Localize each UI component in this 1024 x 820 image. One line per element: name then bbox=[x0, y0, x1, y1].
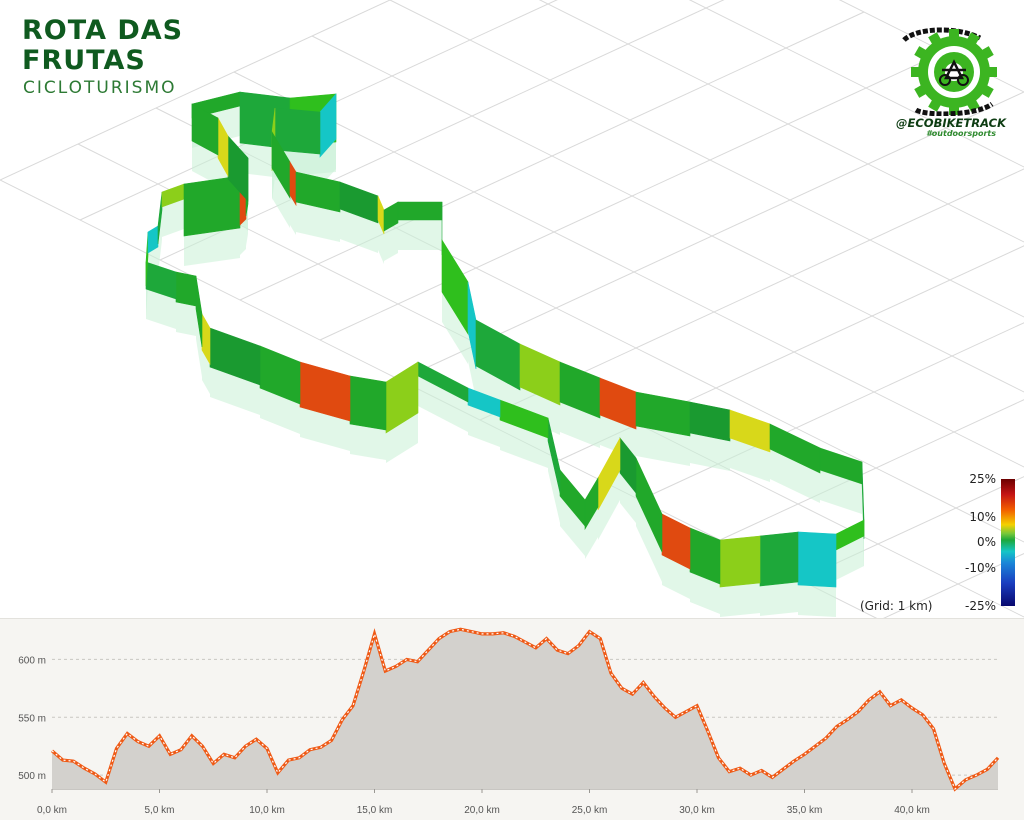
route-segment bbox=[209, 327, 261, 386]
route-segment bbox=[635, 457, 663, 553]
route-segment bbox=[519, 343, 561, 406]
route-segment bbox=[183, 175, 241, 237]
ecobiketrack-logo[interactable]: @ECOBIKETRACK #outdoorsports bbox=[896, 24, 1006, 144]
x-tick-label: 0,0 km bbox=[37, 805, 67, 816]
route-segment bbox=[729, 409, 771, 453]
x-axis-ticks: 0,0 km 5,0 km 10,0 km 15,0 km 20,0 km 25,0 km… bbox=[37, 789, 930, 816]
elevation-area bbox=[52, 629, 998, 789]
legend-label-max: 25% bbox=[969, 472, 996, 486]
route-segment bbox=[299, 361, 351, 422]
route-3d-map: ROTA DAS FRUTAS CICLOTURISMO @ECOBIKETRA… bbox=[0, 0, 1024, 618]
route-segment bbox=[259, 345, 301, 405]
route-3d-visualization[interactable] bbox=[0, 0, 1024, 618]
route-segment bbox=[274, 107, 321, 155]
elevation-profile-chart[interactable]: 500 m 550 m 600 m 0,0 km 5,0 km 10,0 km 15,0 … bbox=[0, 619, 1024, 820]
route-segment bbox=[217, 116, 229, 178]
gear-tooth bbox=[987, 67, 997, 77]
x-tick-label: 10,0 km bbox=[249, 805, 285, 816]
route-segment bbox=[559, 469, 586, 527]
y-tick-label: 500 m bbox=[18, 771, 46, 782]
route-segment bbox=[619, 437, 637, 494]
gear-tooth bbox=[966, 98, 980, 112]
route-segment bbox=[689, 401, 731, 442]
route-segment bbox=[227, 135, 249, 202]
y-tick-label: 550 m bbox=[18, 713, 46, 724]
route-segment bbox=[175, 271, 197, 307]
route-segment bbox=[689, 527, 721, 585]
x-tick-label: 15,0 km bbox=[357, 805, 393, 816]
logo-handle: @ECOBIKETRACK bbox=[896, 116, 1006, 130]
gear-tooth bbox=[928, 32, 942, 46]
gear-tooth bbox=[911, 67, 921, 77]
route-segment bbox=[295, 171, 341, 213]
gear-tooth bbox=[966, 32, 980, 46]
page-title: ROTA DAS FRUTAS bbox=[22, 16, 183, 76]
gear-tooth bbox=[949, 105, 959, 115]
route-segment bbox=[584, 476, 599, 531]
route-segment bbox=[599, 377, 637, 430]
y-tick-label: 600 m bbox=[18, 655, 46, 666]
route-segment bbox=[145, 261, 177, 300]
route-segment bbox=[635, 391, 691, 437]
x-tick-label: 25,0 km bbox=[572, 805, 608, 816]
page-subtitle: CICLOTURISMO bbox=[23, 78, 177, 98]
x-tick-label: 30,0 km bbox=[679, 805, 715, 816]
route-segment bbox=[349, 375, 387, 431]
title-line-1: ROTA DAS bbox=[22, 15, 184, 46]
gear-tooth bbox=[914, 46, 928, 60]
route-segment bbox=[861, 461, 865, 540]
route-segment bbox=[467, 387, 501, 418]
legend-label-0: 0% bbox=[976, 535, 996, 549]
x-tick-label: 20,0 km bbox=[464, 805, 500, 816]
elevation-profile[interactable]: 500 m 550 m 600 m 0,0 km 5,0 km 10,0 km 15,0 … bbox=[0, 618, 1024, 820]
legend-label-10: 10% bbox=[969, 510, 996, 524]
route-segment bbox=[157, 191, 163, 245]
route-segment bbox=[559, 361, 601, 419]
route-segment bbox=[499, 399, 549, 439]
gear-tooth bbox=[980, 84, 994, 98]
y-axis-ticks: 500 m 550 m 600 m bbox=[18, 655, 46, 782]
route-segment bbox=[377, 195, 385, 235]
route-segment bbox=[271, 130, 291, 200]
route-segment bbox=[191, 103, 219, 156]
route-path bbox=[145, 91, 865, 588]
logo-tagline: #outdoorsports bbox=[926, 129, 996, 138]
x-tick-label: 40,0 km bbox=[894, 805, 930, 816]
route-segment bbox=[195, 275, 203, 348]
bike-gear-chain-icon bbox=[902, 27, 997, 117]
route-segment bbox=[467, 281, 477, 370]
route-segment bbox=[661, 513, 691, 570]
route-segment bbox=[289, 160, 297, 207]
gear-tooth bbox=[980, 46, 994, 60]
route-segment bbox=[201, 312, 211, 366]
grid-scale-label: (Grid: 1 km) bbox=[860, 599, 933, 613]
route-segment bbox=[441, 238, 469, 336]
route-segment bbox=[759, 531, 799, 587]
x-tick-label: 35,0 km bbox=[787, 805, 823, 816]
route-segment bbox=[797, 531, 837, 588]
grade-legend-bar bbox=[1001, 479, 1015, 606]
gear-tooth bbox=[914, 84, 928, 98]
elevation-line-highlight bbox=[51, 628, 999, 790]
route-segment bbox=[147, 225, 159, 254]
route-segment bbox=[475, 319, 521, 391]
route-segment bbox=[719, 535, 761, 588]
legend-label-minus10: -10% bbox=[964, 561, 996, 575]
route-segment bbox=[547, 417, 561, 494]
legend-label-min: -25% bbox=[964, 599, 996, 613]
route-segment bbox=[339, 181, 379, 224]
route-segment bbox=[597, 437, 621, 511]
route-segment bbox=[319, 93, 337, 158]
route-segment bbox=[769, 423, 821, 474]
x-tick-label: 5,0 km bbox=[144, 805, 174, 816]
route-segment bbox=[145, 231, 149, 287]
route-segment bbox=[397, 201, 443, 221]
route-segment bbox=[383, 201, 399, 232]
title-line-2: FRUTAS bbox=[22, 45, 146, 76]
gear-tooth bbox=[928, 98, 942, 112]
route-segment bbox=[385, 361, 419, 434]
gear-tooth bbox=[949, 29, 959, 39]
